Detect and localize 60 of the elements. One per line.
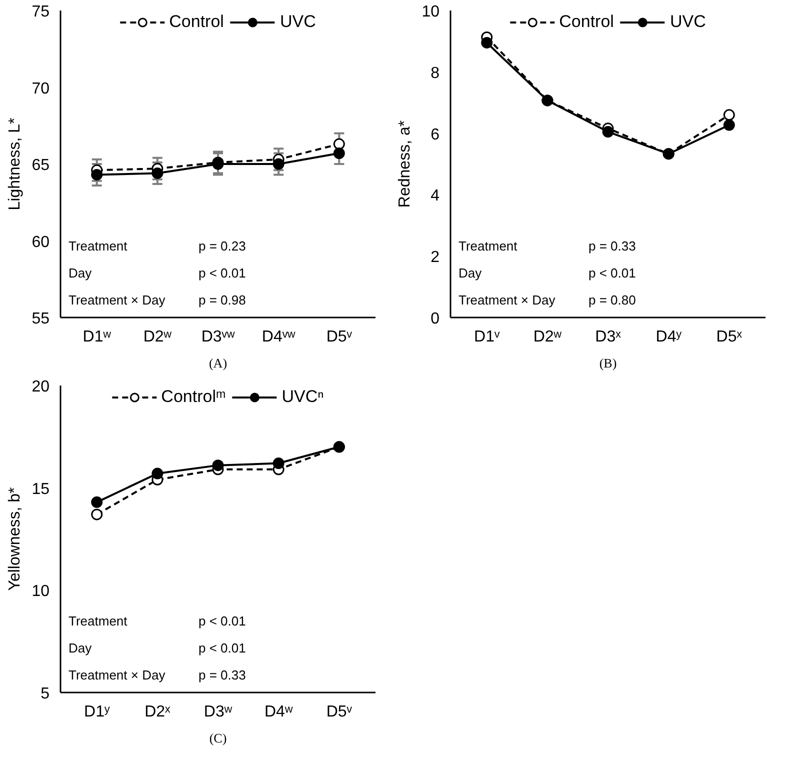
x-tick-label: D5ˣ [716, 328, 743, 346]
text: (C) [209, 730, 227, 746]
y-tick-label: 2 [430, 249, 440, 266]
y-tick-label: 8 [430, 64, 440, 82]
x-tick-label: D4ʷ [264, 704, 293, 720]
annotation: p < 0.01 [198, 266, 246, 280]
annotation: Treatment [68, 238, 128, 254]
annotation: Day [68, 640, 92, 656]
annotation: p < 0.01 [198, 614, 246, 628]
x-tick-label: D3ʷ [204, 704, 232, 720]
y-tick-label: 65 [32, 157, 50, 174]
x-tick-label: D2ˣ [144, 704, 172, 720]
y-tick-label: 10 [32, 583, 50, 600]
x-tick-label: D2ʷ [533, 328, 562, 346]
y-tick-label: 15 [32, 480, 50, 498]
x-tick-label: D1ʷ [82, 328, 112, 346]
y-tick-label: 55 [32, 310, 50, 328]
annotation: p < 0.01 [588, 266, 636, 280]
y-tick-label: 10 [422, 4, 440, 20]
y-tick-label: 20 [32, 378, 50, 396]
annotation: Day [458, 266, 482, 280]
y-tick-label: 5 [40, 686, 50, 702]
annotation: Treatment × Day [458, 292, 556, 308]
annotation: p = 0.33 [588, 238, 636, 254]
annotation: Treatment × Day [68, 668, 166, 682]
y-tick-label: 70 [32, 80, 50, 98]
y-axis-title: Redness, a* [396, 120, 414, 208]
y-tick-label: 60 [32, 234, 50, 251]
annotation: p = 0.98 [198, 292, 246, 308]
x-tick-label: D4ᵛʷ [262, 328, 296, 346]
annotation: Day [68, 266, 92, 280]
legend-label: Control [169, 12, 224, 32]
annotation: p = 0.33 [198, 668, 246, 682]
x-tick-label: D1ᵛ [474, 328, 500, 346]
legend-label: Controlᵐ [161, 387, 226, 407]
y-axis-title: Yellowness, b* [6, 487, 24, 591]
y-tick-label: 75 [32, 4, 50, 20]
x-tick-label: D5ᵛ [326, 328, 353, 346]
y-tick-label: 4 [430, 188, 440, 205]
legend-label: Control [559, 12, 614, 32]
text: (A) [208, 356, 228, 370]
annotation: p < 0.01 [198, 640, 246, 656]
x-tick-label: D4ʸ [656, 328, 682, 346]
x-tick-label: D3ˣ [595, 328, 622, 346]
x-tick-label: D2ʷ [143, 328, 172, 346]
annotation: Treatment × Day [68, 292, 166, 308]
annotation: Treatment [68, 614, 128, 628]
annotation: p = 0.80 [588, 292, 636, 308]
legend-label: UVC [670, 12, 706, 32]
legend-label: UVC [280, 12, 316, 32]
text: (B) [599, 356, 617, 370]
x-tick-label: D1ʸ [84, 704, 111, 720]
x-tick-label: D5ᵛ [326, 704, 353, 720]
y-axis-title: Lightness, L* [6, 118, 24, 210]
y-tick-label: 6 [430, 126, 440, 144]
y-tick-label: 0 [430, 310, 440, 328]
legend-label: UVCⁿ [282, 387, 324, 407]
annotation: Treatment [458, 238, 518, 254]
annotation: p = 0.23 [198, 238, 246, 254]
x-tick-label: D3ᵛʷ [201, 328, 235, 346]
